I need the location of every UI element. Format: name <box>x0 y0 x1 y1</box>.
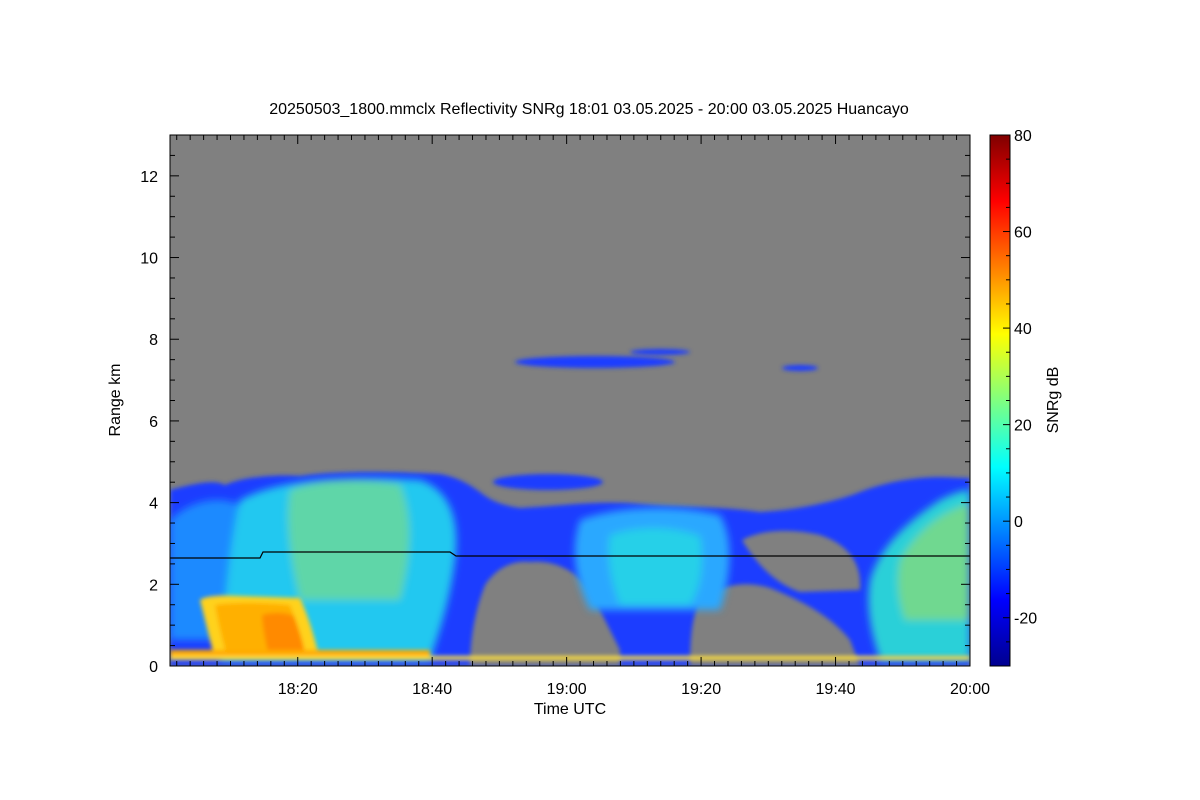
y-axis-label: Range km <box>107 364 124 437</box>
x-tick-label: 20:00 <box>950 681 990 698</box>
colorbar-tick-label: 40 <box>1014 321 1032 338</box>
y-tick-label: 2 <box>149 577 158 594</box>
x-tick-label: 18:40 <box>412 681 452 698</box>
y-tick-label: 4 <box>149 496 158 513</box>
clear-gap-2 <box>690 584 860 666</box>
x-axis-label: Time UTC <box>534 701 606 718</box>
x-tick-label: 19:40 <box>816 681 856 698</box>
colorbar-tick-label: 20 <box>1014 418 1032 435</box>
x-axis: 18:20 18:40 19:00 19:20 19:40 20:00 <box>176 135 990 698</box>
colorbar-tick-label: -20 <box>1014 611 1037 628</box>
colorbar-label: SNRg dB <box>1045 367 1062 434</box>
colorbar-tick-label: 80 <box>1014 128 1032 145</box>
y-tick-label: 6 <box>149 414 158 431</box>
x-tick-label: 18:20 <box>278 681 318 698</box>
colorbar-tick-label: 60 <box>1014 225 1032 242</box>
y-tick-label: 8 <box>149 332 158 349</box>
y-tick-label: 12 <box>140 169 158 186</box>
y-axis: 0 2 4 6 8 10 12 <box>140 134 970 676</box>
colorbar-tick-label: 0 <box>1014 514 1023 531</box>
clear-gap-3 <box>742 530 861 592</box>
y-tick-label: 0 <box>149 659 158 676</box>
chart-title: 20250503_1800.mmclx Reflectivity SNRg 18… <box>269 101 909 118</box>
x-tick-label: 19:00 <box>547 681 587 698</box>
precipitation-core <box>170 595 970 660</box>
colorbar: -20 0 20 40 60 80 SNRg dB <box>989 128 1062 667</box>
mid-level-layer <box>493 349 818 490</box>
x-tick-label: 19:20 <box>681 681 721 698</box>
melting-layer-line <box>170 551 970 559</box>
plot-area <box>170 135 970 666</box>
colorbar-ticks: -20 0 20 40 60 80 <box>1003 128 1037 667</box>
y-tick-label: 10 <box>140 251 158 268</box>
